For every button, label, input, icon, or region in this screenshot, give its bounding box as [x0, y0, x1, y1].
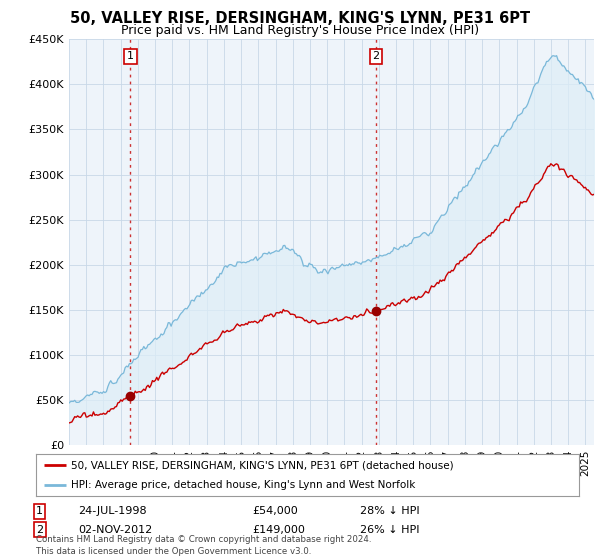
Text: Contains HM Land Registry data © Crown copyright and database right 2024.
This d: Contains HM Land Registry data © Crown c…	[36, 535, 371, 556]
Text: 50, VALLEY RISE, DERSINGHAM, KING'S LYNN, PE31 6PT: 50, VALLEY RISE, DERSINGHAM, KING'S LYNN…	[70, 11, 530, 26]
Text: 24-JUL-1998: 24-JUL-1998	[78, 506, 146, 516]
Text: £54,000: £54,000	[252, 506, 298, 516]
Text: 1: 1	[127, 52, 134, 62]
Text: £149,000: £149,000	[252, 525, 305, 535]
Text: 02-NOV-2012: 02-NOV-2012	[78, 525, 152, 535]
Text: 2: 2	[373, 52, 380, 62]
Text: 2: 2	[36, 525, 43, 535]
Text: HPI: Average price, detached house, King's Lynn and West Norfolk: HPI: Average price, detached house, King…	[71, 480, 416, 490]
Text: 50, VALLEY RISE, DERSINGHAM, KING'S LYNN, PE31 6PT (detached house): 50, VALLEY RISE, DERSINGHAM, KING'S LYNN…	[71, 460, 454, 470]
Text: 26% ↓ HPI: 26% ↓ HPI	[360, 525, 419, 535]
Text: 28% ↓ HPI: 28% ↓ HPI	[360, 506, 419, 516]
Text: Price paid vs. HM Land Registry's House Price Index (HPI): Price paid vs. HM Land Registry's House …	[121, 24, 479, 36]
Text: 1: 1	[36, 506, 43, 516]
